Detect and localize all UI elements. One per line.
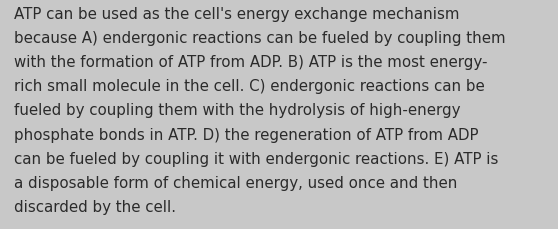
Text: a disposable form of chemical energy, used once and then: a disposable form of chemical energy, us… [14,175,458,190]
Text: because A) endergonic reactions can be fueled by coupling them: because A) endergonic reactions can be f… [14,31,506,46]
Text: ATP can be used as the cell's energy exchange mechanism: ATP can be used as the cell's energy exc… [14,7,459,22]
Text: rich small molecule in the cell. C) endergonic reactions can be: rich small molecule in the cell. C) ende… [14,79,485,94]
Text: can be fueled by coupling it with endergonic reactions. E) ATP is: can be fueled by coupling it with enderg… [14,151,498,166]
Text: discarded by the cell.: discarded by the cell. [14,199,176,214]
Text: fueled by coupling them with the hydrolysis of high-energy: fueled by coupling them with the hydroly… [14,103,460,118]
Text: with the formation of ATP from ADP. B) ATP is the most energy-: with the formation of ATP from ADP. B) A… [14,55,488,70]
Text: phosphate bonds in ATP. D) the regeneration of ATP from ADP: phosphate bonds in ATP. D) the regenerat… [14,127,478,142]
